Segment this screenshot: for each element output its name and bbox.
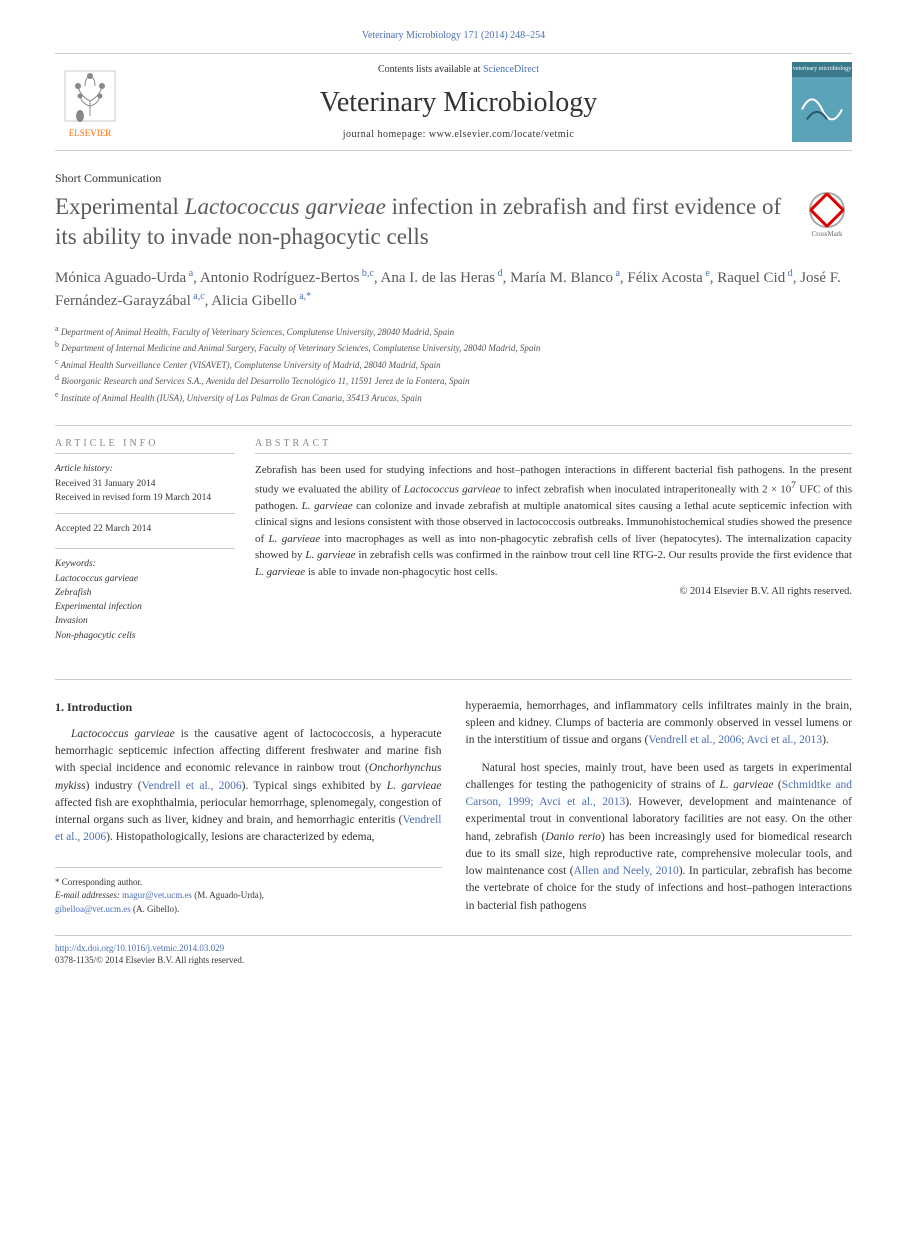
contents-prefix: Contents lists available at (378, 64, 483, 75)
header-center: Contents lists available at ScienceDirec… (125, 64, 792, 140)
affiliation-d: d Bioorganic Research and Services S.A.,… (55, 372, 852, 389)
revised-date: Received in revised form 19 March 2014 (55, 491, 235, 505)
title-italic: Lactococcus garvieae (185, 194, 386, 219)
abstract-text: Zebrafish has been used for studying inf… (255, 462, 852, 580)
email-link-1[interactable]: magur@vet.ucm.es (122, 890, 192, 900)
header-box: ELSEVIER Contents lists available at Sci… (55, 53, 852, 151)
body-column-left: 1. Introduction Lactococcus garvieae is … (55, 698, 442, 925)
email-link-2[interactable]: gibelloa@vet.ucm.es (55, 904, 131, 914)
section-heading-intro: 1. Introduction (55, 698, 442, 716)
doi-link[interactable]: http://dx.doi.org/10.1016/j.vetmic.2014.… (55, 943, 224, 953)
affiliation-a: a Department of Animal Health, Faculty o… (55, 323, 852, 340)
crossmark-icon (809, 192, 845, 228)
doi-block: http://dx.doi.org/10.1016/j.vetmic.2014.… (55, 935, 852, 967)
sciencedirect-link[interactable]: ScienceDirect (483, 64, 539, 75)
keywords-label: Keywords: (55, 557, 235, 571)
article-title: Experimental Lactococcus garvieae infect… (55, 192, 792, 252)
elsevier-tree-icon (60, 66, 120, 126)
journal-reference: Veterinary Microbiology 171 (2014) 248–2… (55, 30, 852, 41)
keyword: Invasion (55, 614, 235, 628)
issn-copyright: 0378-1135/© 2014 Elsevier B.V. All right… (55, 954, 852, 967)
abstract: ABSTRACT Zebrafish has been used for stu… (255, 438, 852, 655)
abstract-heading: ABSTRACT (255, 438, 852, 454)
elsevier-label: ELSEVIER (69, 128, 112, 138)
affiliations: a Department of Animal Health, Faculty o… (55, 323, 852, 406)
received-date: Received 31 January 2014 (55, 477, 235, 491)
keyword: Non-phagocytic cells (55, 629, 235, 643)
email-line: E-mail addresses: magur@vet.ucm.es (M. A… (55, 889, 442, 903)
email-line-2: gibelloa@vet.ucm.es (A. Gibello). (55, 903, 442, 917)
intro-paragraph-1: Lactococcus garvieae is the causative ag… (55, 726, 442, 847)
accepted-date: Accepted 22 March 2014 (55, 522, 235, 536)
elsevier-logo: ELSEVIER (55, 62, 125, 142)
crossmark-label: CrossMark (811, 230, 842, 238)
corresponding-author-block: * Corresponding author. E-mail addresses… (55, 867, 442, 917)
article-type: Short Communication (55, 171, 852, 186)
affiliation-b: b Department of Internal Medicine and An… (55, 339, 852, 356)
keywords-block: Keywords: Lactococcus garvieaeZebrafishE… (55, 557, 235, 643)
cover-text: veterinary microbiology (793, 66, 851, 73)
email-label: E-mail addresses: (55, 890, 120, 900)
article-info: ARTICLE INFO Article history: Received 3… (55, 438, 255, 655)
cover-art-icon (792, 77, 852, 142)
title-part1: Experimental (55, 194, 185, 219)
journal-homepage: journal homepage: www.elsevier.com/locat… (125, 129, 792, 140)
affiliation-c: c Animal Health Surveillance Center (VIS… (55, 356, 852, 373)
body-column-right: hyperaemia, hemorrhages, and inflammator… (466, 698, 853, 925)
crossmark-badge[interactable]: CrossMark (802, 192, 852, 242)
abstract-copyright: © 2014 Elsevier B.V. All rights reserved… (255, 586, 852, 597)
email-name-2: (A. Gibello). (133, 904, 179, 914)
corresponding-label: * Corresponding author. (55, 876, 442, 890)
intro-paragraph-3: Natural host species, mainly trout, have… (466, 760, 853, 915)
keyword: Experimental infection (55, 600, 235, 614)
keyword: Lactococcus garvieae (55, 572, 235, 586)
email-name-1: (M. Aguado-Urda), (194, 890, 264, 900)
authors-list: Mónica Aguado-Urda a, Antonio Rodríguez-… (55, 266, 852, 313)
journal-name: Veterinary Microbiology (125, 87, 792, 119)
affiliation-e: e Institute of Animal Health (IUSA), Uni… (55, 389, 852, 406)
article-info-heading: ARTICLE INFO (55, 438, 235, 454)
keyword: Zebrafish (55, 586, 235, 600)
journal-cover-thumb: veterinary microbiology (792, 62, 852, 142)
article-history: Article history: Received 31 January 201… (55, 462, 235, 536)
contents-line: Contents lists available at ScienceDirec… (125, 64, 792, 75)
history-label: Article history: (55, 462, 235, 476)
intro-paragraph-2: hyperaemia, hemorrhages, and inflammator… (466, 698, 853, 750)
